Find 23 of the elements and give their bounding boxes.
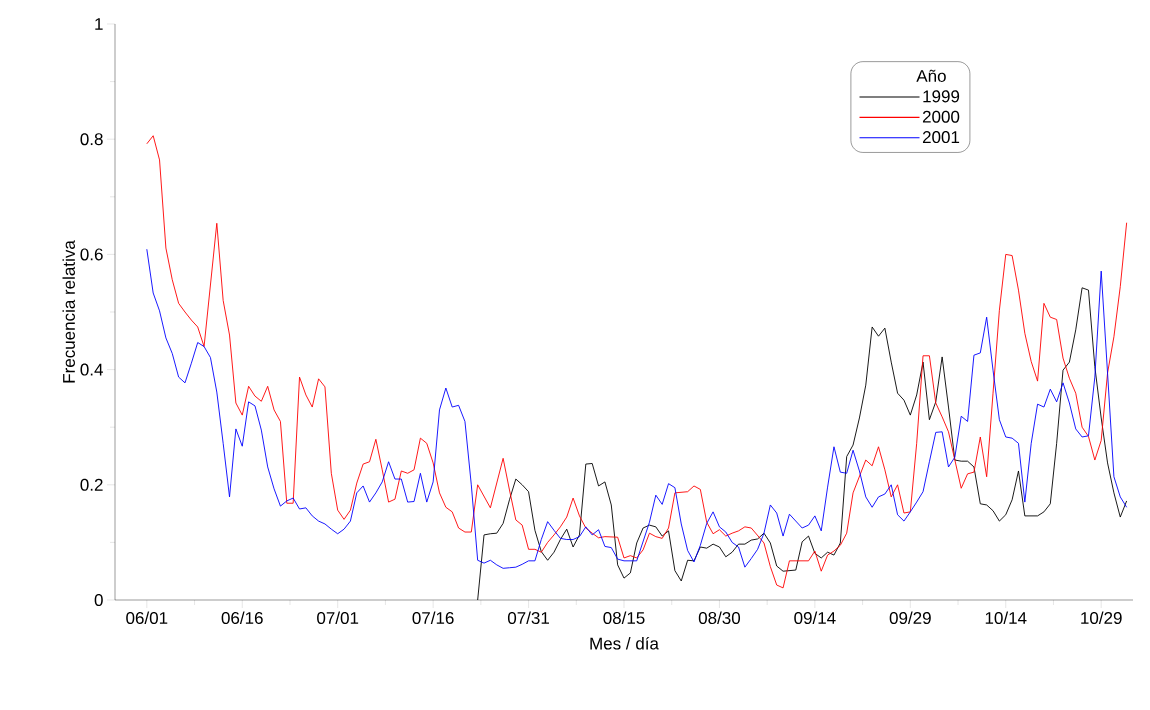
x-tick-label: 06/16 <box>221 611 263 625</box>
x-tick-label: 07/31 <box>507 611 549 625</box>
y-tick-label: 0.8 <box>80 133 103 146</box>
legend-title: Año <box>916 69 946 83</box>
x-tick-label: 10/29 <box>1081 611 1122 625</box>
y-tick-label: 0 <box>94 593 103 607</box>
x-tick-label: 07/01 <box>317 611 359 625</box>
x-axis-title: Mes / día <box>590 636 659 650</box>
x-tick-label: 08/15 <box>603 611 645 625</box>
x-tick-label: 10/14 <box>985 611 1027 625</box>
legend-label: 2001 <box>922 131 960 144</box>
y-tick-label: 0.6 <box>80 248 103 261</box>
y-tick-label: 0.2 <box>80 478 103 491</box>
x-tick-label: 09/14 <box>794 611 836 625</box>
legend-label: 2000 <box>922 110 960 123</box>
x-tick-label: 06/01 <box>126 611 168 625</box>
x-tick-label: 09/29 <box>889 611 931 625</box>
y-axis-title: Frecuencia relativa <box>62 240 75 383</box>
y-tick-label: 1 <box>95 18 103 30</box>
x-tick-label: 08/30 <box>698 611 741 625</box>
legend-label: 1999 <box>923 90 960 103</box>
x-tick-label: 07/16 <box>412 611 454 625</box>
y-tick-label: 0.4 <box>80 363 103 376</box>
